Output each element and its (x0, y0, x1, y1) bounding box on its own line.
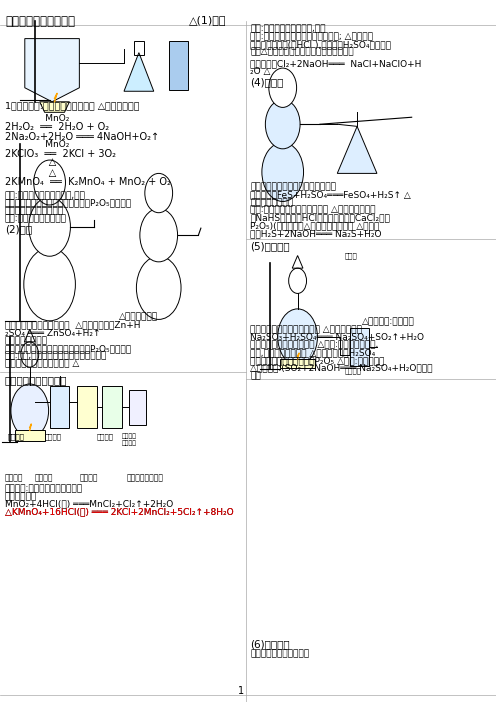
Text: 制取方程式：: 制取方程式： (5, 492, 37, 501)
Text: 发生装置: 发生装置 (7, 434, 24, 440)
Polygon shape (124, 53, 154, 91)
Text: (4)硫化氢: (4)硫化氢 (250, 77, 284, 87)
Circle shape (29, 197, 70, 256)
Text: 收集装置: 收集装置 (97, 434, 114, 440)
Text: △KMnO₄+16HCl(浓) ═══ 2KCl+2MnCl₂+5Cl₂↑+8H₂O: △KMnO₄+16HCl(浓) ═══ 2KCl+2MnCl₂+5Cl₂↑+8H… (5, 508, 234, 517)
Text: (2)氢气: (2)氢气 (5, 225, 32, 234)
Circle shape (278, 309, 317, 365)
Text: 检验:能使湿润的醋酸铅试纸变黑 △除杂：先通入饱: 检验:能使湿润的醋酸铅试纸变黑 △除杂：先通入饱 (250, 206, 376, 215)
Text: 二、氯气的实验室制法: 二、氯气的实验室制法 (5, 375, 67, 385)
Text: P₂O₅)(除水蒸气）△收集：向上排气法 △尾气回: P₂O₅)(除水蒸气）△收集：向上排气法 △尾气回 (250, 221, 380, 230)
Text: △(1)氧气: △(1)氧气 (188, 15, 226, 25)
Bar (77, 386, 97, 428)
Text: 浓硫酸: 浓硫酸 (345, 253, 358, 259)
Text: 吸】: 吸】 (250, 371, 261, 380)
Bar (169, 41, 188, 90)
Text: 制取原理：强酸与强碱的复分解反应: 制取原理：强酸与强碱的复分解反应 (250, 183, 336, 192)
Text: 净化装置: 净化装置 (45, 434, 62, 440)
Text: 2KClO₃  ══  2KCl + 3O₂: 2KClO₃ ══ 2KCl + 3O₂ (5, 149, 116, 159)
Text: 收集装置: 收集装置 (79, 474, 98, 483)
Bar (350, 328, 369, 366)
Circle shape (265, 100, 300, 149)
Text: △: △ (5, 157, 56, 167)
Text: △: △ (5, 168, 56, 178)
Circle shape (262, 143, 304, 201)
Text: 制取方式：FeS+H₂SO₄═══FeSO₄+H₂S↑ △: 制取方式：FeS+H₂SO₄═══FeSO₄+H₂S↑ △ (250, 190, 411, 199)
Text: 通入饱和食盐水(除HCl ),再通入液H₂SO₄（除水蒸: 通入饱和食盐水(除HCl ),再通入液H₂SO₄（除水蒸 (250, 40, 391, 49)
Text: 收集:排水法或向上排气法: 收集:排水法或向上排气法 (5, 214, 67, 223)
Text: 泼金属与弱氧化性酸的置换  △制取方程式：Zn+H: 泼金属与弱氧化性酸的置换 △制取方程式：Zn+H (5, 321, 140, 330)
Text: ₂SO₄ ═══ ZnSO₄+H₂↑: ₂SO₄ ═══ ZnSO₄+H₂↑ (5, 329, 101, 338)
Text: 装置:分液漏斗、圆底烧瓶,加热: 装置:分液漏斗、圆底烧瓶,加热 (250, 25, 326, 34)
Text: 2KMnO₄  ══  K₂MnO₄ + MnO₂ + O₂: 2KMnO₄ ══ K₂MnO₄ + MnO₂ + O₂ (5, 177, 171, 187)
Text: 1、制取原理:含氧化合物自身分解 △制取方程式：: 1、制取原理:含氧化合物自身分解 △制取方程式： (5, 102, 139, 111)
Text: △制取原理：活: △制取原理：活 (119, 312, 158, 322)
Text: 酸与不稳定性弱酸盐的复分解 △制取方程式：: 酸与不稳定性弱酸盐的复分解 △制取方程式： (250, 325, 363, 334)
Text: MnO₂: MnO₂ (5, 140, 69, 150)
Text: 常见气体的制取和检验: 常见气体的制取和检验 (5, 15, 75, 29)
Text: ₂O △: ₂O △ (250, 67, 271, 76)
Text: 装置：启普发生器: 装置：启普发生器 (250, 198, 294, 207)
Circle shape (136, 256, 181, 319)
Circle shape (11, 384, 49, 437)
Circle shape (145, 173, 173, 213)
Text: 收集：排水法或向下排气法 △: 收集：排水法或向下排气法 △ (5, 359, 79, 369)
Text: 检验尾气处理装置: 检验尾气处理装置 (126, 474, 164, 483)
Text: 检验:点燃,淡蓝色火焰，在容器壁上有水珠: 检验:点燃,淡蓝色火焰，在容器壁上有水珠 (5, 352, 107, 361)
Text: 检验尾气
处理装置: 检验尾气 处理装置 (122, 434, 136, 446)
Text: 检验:能使湿润的淀粉碘化钾试纸变蓝; △除杂：先: 检验:能使湿润的淀粉碘化钾试纸变蓝; △除杂：先 (250, 32, 373, 41)
Text: △: △ (5, 508, 12, 517)
Text: KMnO₄+16HCl(浓) ═══ 2KCl+2MnCl₂+5Cl₂↑+8H₂O: KMnO₄+16HCl(浓) ═══ 2KCl+2MnCl₂+5Cl₂↑+8H₂… (12, 508, 234, 517)
Text: 检验：带火星木条，复燃: 检验：带火星木条，复燃 (5, 206, 64, 216)
Text: 装置：启普发生器: 装置：启普发生器 (5, 336, 48, 345)
Text: 干燥：浓硫酸、硅胶、无水氯化钙、P₂O₅、碱石灰: 干燥：浓硫酸、硅胶、无水氯化钙、P₂O₅、碱石灰 (5, 199, 132, 208)
Text: MnO₂: MnO₂ (5, 114, 69, 123)
Text: （除水蒸气）无水氯化钙、P₂O₅ △收集:向上排气法: （除水蒸气）无水氯化钙、P₂O₅ △收集:向上排气法 (250, 356, 385, 365)
Bar (15, 430, 45, 441)
Text: 尾气回收：Cl₂+2NaOH═══  NaCl+NaClO+H: 尾气回收：Cl₂+2NaOH═══ NaCl+NaClO+H (250, 59, 422, 68)
Text: △制取原理:稳定性强: △制取原理:稳定性强 (362, 317, 415, 326)
Bar (129, 390, 146, 425)
Text: 收：H₂S+2NaOH═══ Na₂S+H₂O: 收：H₂S+2NaOH═══ Na₂S+H₂O (250, 229, 382, 238)
Circle shape (34, 160, 65, 205)
Bar (102, 386, 122, 428)
Text: 干燥：液硫酸、硅胶、无水氯化钙、P₂O₅、碱石灰: 干燥：液硫酸、硅胶、无水氯化钙、P₂O₅、碱石灰 (5, 344, 132, 353)
Text: 装置:略微向下倾斜的大试管,加热: 装置:略微向下倾斜的大试管,加热 (5, 191, 86, 200)
Text: 品红溶液: 品红溶液 (345, 368, 362, 374)
Circle shape (24, 248, 75, 321)
Text: MnO₂+4HCl(浓) ═══MnCl₂+Cl₂↑+2H₂O: MnO₂+4HCl(浓) ═══MnCl₂+Cl₂↑+2H₂O (5, 500, 173, 509)
Text: 2Na₂O₂+2H₂O ═══ 4NaOH+O₂↑: 2Na₂O₂+2H₂O ═══ 4NaOH+O₂↑ (5, 132, 159, 142)
Text: 和NaHS溶液（除HCl），再通入固体CaCl₂（或: 和NaHS溶液（除HCl），再通入固体CaCl₂（或 (250, 213, 390, 223)
Text: 装置：分液漏斗、圆底烧瓶 △检验:先通入品红溶液,: 装置：分液漏斗、圆底烧瓶 △检验:先通入品红溶液, (250, 340, 379, 350)
Text: 1: 1 (238, 687, 244, 696)
Text: 净化装置: 净化装置 (35, 474, 53, 483)
Text: 气）△收集：排饱和食盐水法或向上排气法: 气）△收集：排饱和食盐水法或向上排气法 (250, 48, 354, 57)
Bar (50, 386, 69, 428)
Text: 发生装置: 发生装置 (5, 474, 23, 483)
Bar (280, 359, 315, 368)
Bar (134, 41, 144, 55)
Text: △尾气回收:(SO₂+2NaOH═══ Na₂SO₄+H₂O【勿倒: △尾气回收:(SO₂+2NaOH═══ Na₂SO₄+H₂O【勿倒 (250, 364, 433, 373)
Text: （石灰石与稀盐酸反应）: （石灰石与稀盐酸反应） (250, 649, 310, 658)
Polygon shape (40, 102, 69, 112)
Text: Na₂SO₃+H₂SO₄═══ Na₂SO₄+SO₂↑+H₂O: Na₂SO₃+H₂SO₄═══ Na₂SO₄+SO₂↑+H₂O (250, 333, 425, 342)
Text: 制取原理:强氧化性氧化还原反应: 制取原理:强氧化性氧化还原反应 (5, 484, 83, 494)
Polygon shape (25, 39, 79, 102)
Polygon shape (337, 126, 377, 173)
Circle shape (140, 208, 178, 262)
Text: (5)二氧化硫: (5)二氧化硫 (250, 241, 290, 251)
Circle shape (269, 68, 297, 107)
Text: 褪色,再加热又复原红色 △除杂：通入液H₂SO₄: 褪色,再加热又复原红色 △除杂：通入液H₂SO₄ (250, 348, 376, 357)
Text: 2H₂O₂  ══  2H₂O + O₂: 2H₂O₂ ══ 2H₂O + O₂ (5, 122, 109, 132)
Text: (6)二氧化碳: (6)二氧化碳 (250, 639, 290, 649)
